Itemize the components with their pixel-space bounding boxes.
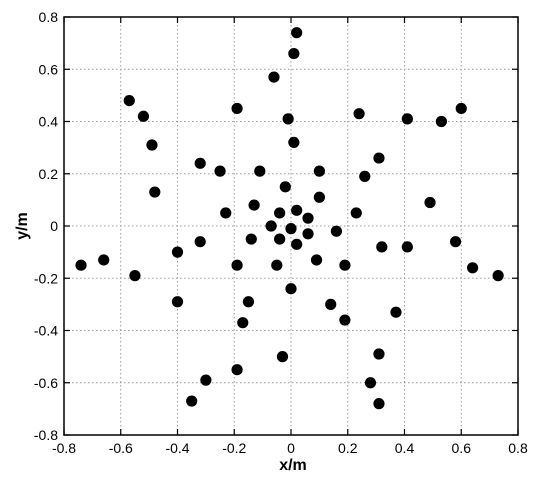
data-point	[231, 259, 243, 271]
data-point	[194, 236, 206, 248]
data-point	[194, 157, 206, 169]
data-point	[123, 95, 135, 107]
data-point	[288, 136, 300, 148]
x-tick-labels: -0.8 -0.6 -0.4 -0.2 0 0.2 0.4 0.6 0.8	[52, 440, 528, 456]
data-point	[325, 298, 337, 310]
data-point	[350, 207, 362, 219]
data-point	[310, 254, 323, 266]
data-point	[200, 374, 212, 386]
y-tick-label: 0.4	[39, 114, 59, 130]
data-point	[424, 196, 436, 209]
data-point	[435, 115, 447, 128]
data-point	[214, 165, 226, 177]
data-point	[285, 223, 297, 235]
data-point	[492, 270, 504, 282]
data-point	[279, 181, 291, 193]
data-point	[254, 165, 266, 177]
x-tick-label: 0.4	[395, 440, 415, 456]
data-point	[271, 259, 283, 271]
y-tick-label: 0.8	[39, 9, 59, 25]
data-point	[171, 296, 184, 308]
data-point	[171, 246, 184, 258]
data-point	[291, 238, 303, 250]
data-point	[265, 220, 277, 232]
data-point	[302, 212, 314, 224]
data-point	[291, 27, 303, 39]
x-axis-label: x/m	[279, 457, 307, 474]
x-tick-label: 0.2	[338, 440, 358, 456]
y-tick-label: -0.4	[34, 323, 58, 339]
y-tick-label: -0.8	[34, 427, 58, 443]
data-point	[220, 207, 232, 219]
data-point	[313, 165, 325, 177]
data-point	[449, 236, 462, 248]
data-point	[274, 233, 286, 245]
data-point	[364, 377, 377, 389]
data-point	[149, 186, 161, 198]
y-tick-label: 0.6	[39, 61, 59, 77]
data-point	[186, 395, 198, 407]
data-point	[373, 152, 385, 164]
data-point	[231, 102, 243, 115]
data-point	[98, 254, 110, 266]
data-point	[237, 317, 249, 329]
x-tick-label: -0.4	[165, 440, 189, 456]
data-point	[288, 47, 300, 60]
x-tick-label: -0.8	[52, 440, 76, 456]
data-point	[373, 398, 385, 410]
y-tick-label: 0.2	[39, 166, 59, 182]
data-point	[137, 110, 150, 122]
data-point	[245, 233, 257, 245]
data-point	[467, 262, 479, 274]
x-tick-label: 0.6	[452, 440, 472, 456]
data-point	[282, 113, 294, 125]
data-point	[276, 351, 289, 363]
data-point	[455, 102, 467, 115]
data-point	[75, 259, 87, 271]
y-tick-label: -0.2	[34, 270, 58, 286]
x-tick-label: 0.8	[508, 440, 528, 456]
data-points	[75, 27, 504, 410]
y-tick-label: -0.6	[34, 375, 58, 391]
data-point	[302, 228, 314, 240]
y-axis-label: y/m	[14, 212, 31, 240]
data-point	[376, 241, 388, 253]
x-tick-label: 0	[287, 440, 295, 456]
data-point	[291, 204, 303, 216]
data-point	[330, 225, 342, 237]
data-point	[146, 139, 158, 151]
data-point	[248, 199, 260, 211]
data-point	[285, 283, 297, 295]
data-point	[359, 170, 371, 182]
data-point	[390, 306, 402, 318]
data-point	[353, 108, 365, 120]
data-point	[339, 314, 351, 326]
data-point	[231, 364, 243, 376]
tick-marks	[63, 16, 519, 436]
x-tick-label: -0.6	[109, 440, 133, 456]
data-point	[339, 259, 351, 271]
data-point	[313, 191, 325, 203]
y-tick-label: 0	[50, 218, 58, 234]
data-point	[373, 348, 385, 360]
data-point	[401, 241, 413, 253]
data-point	[242, 296, 255, 308]
y-tick-labels: -0.8 -0.6 -0.4 -0.2 0 0.2 0.4 0.6 0.8	[34, 9, 58, 443]
data-point	[401, 113, 413, 125]
data-point	[129, 270, 141, 282]
data-point	[274, 207, 286, 219]
data-point	[268, 71, 280, 83]
x-tick-label: -0.2	[222, 440, 246, 456]
